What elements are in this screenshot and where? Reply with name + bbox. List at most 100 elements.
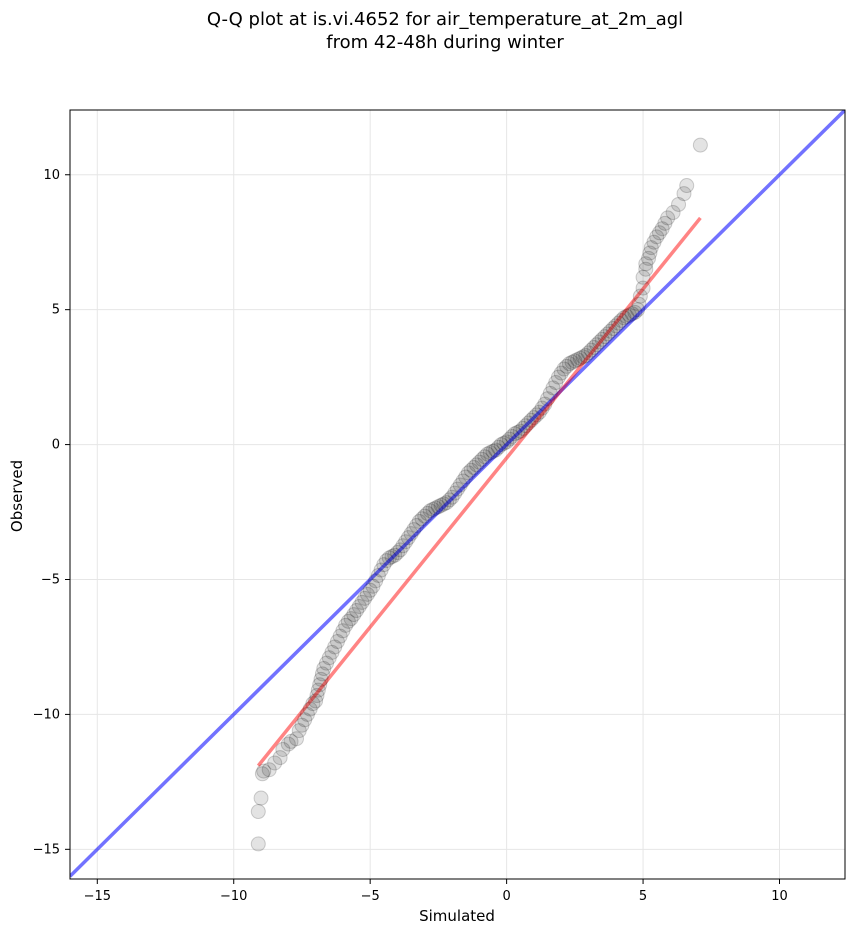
data-point (537, 396, 553, 412)
data-point (676, 186, 692, 202)
data-point (373, 562, 389, 578)
data-point (692, 137, 708, 153)
data-point (619, 308, 635, 324)
data-point (414, 511, 430, 527)
data-point (302, 701, 318, 717)
data-point (254, 766, 270, 782)
data-point (477, 449, 493, 465)
data-point (641, 250, 657, 266)
data-point (630, 302, 646, 318)
data-point (441, 492, 457, 508)
data-point (411, 513, 427, 529)
data-point (346, 607, 362, 623)
data-point (613, 312, 629, 328)
data-point (392, 542, 408, 558)
data-point (526, 410, 542, 426)
data-point (570, 352, 586, 368)
data-point (370, 567, 386, 583)
data-point (309, 688, 325, 704)
data-point (589, 337, 605, 353)
x-tick-label: −10 (220, 889, 247, 904)
data-point (602, 323, 618, 339)
grid-layer (70, 110, 845, 879)
data-point (572, 350, 588, 366)
data-point (381, 550, 397, 566)
chart-title-line-1: Q-Q plot at is.vi.4652 for air_temperatu… (207, 9, 683, 30)
data-point (368, 573, 384, 589)
data-point (343, 611, 359, 627)
data-point (542, 385, 558, 401)
data-point (501, 431, 517, 447)
data-point (297, 712, 313, 728)
data-point (657, 215, 673, 231)
data-point (357, 590, 373, 606)
data-point (436, 496, 452, 512)
data-point (635, 269, 651, 285)
data-point (480, 446, 496, 462)
data-point (321, 650, 337, 666)
data-point (389, 545, 405, 561)
data-point (430, 499, 446, 515)
y-axis-label: Observed (8, 460, 26, 532)
data-point (275, 741, 291, 757)
data-point (455, 473, 471, 489)
data-point (594, 331, 610, 347)
data-point (499, 434, 515, 450)
fit-line-overlay (256, 216, 702, 767)
data-point (605, 321, 621, 337)
data-point (515, 420, 531, 436)
data-point (638, 256, 654, 272)
data-point (627, 304, 643, 320)
identity-line-overlay (70, 110, 845, 878)
data-point (474, 451, 490, 467)
data-point (586, 339, 602, 355)
data-point (280, 736, 296, 752)
data-point (458, 469, 474, 485)
data-point (545, 380, 561, 396)
data-point (504, 428, 520, 444)
data-point (493, 437, 509, 453)
data-point (305, 696, 321, 712)
data-point (466, 460, 482, 476)
data-point (395, 538, 411, 554)
data-point (520, 415, 536, 431)
data-point (550, 369, 566, 385)
x-axis-label: Simulated (419, 907, 495, 925)
data-point (452, 477, 468, 493)
data-point (621, 307, 637, 323)
data-point (299, 706, 315, 722)
fit-line (256, 216, 702, 767)
data-point (642, 245, 658, 261)
data-point (559, 358, 575, 374)
y-tick-label: 10 (43, 168, 60, 183)
data-point (272, 750, 288, 766)
data-point (365, 578, 381, 594)
data-point (335, 623, 351, 639)
data-point (469, 457, 485, 473)
data-point (580, 345, 596, 361)
data-point (523, 412, 539, 428)
chart-title: Q-Q plot at is.vi.4652 for air_temperatu… (207, 9, 683, 53)
data-point (256, 763, 272, 779)
data-point (324, 644, 340, 660)
data-point (250, 836, 266, 852)
data-point (649, 229, 665, 245)
data-point (578, 348, 594, 364)
data-point (512, 423, 528, 439)
data-point (608, 318, 624, 334)
data-point (490, 439, 506, 455)
data-point (679, 178, 695, 194)
data-point (250, 804, 266, 820)
data-point (463, 462, 479, 478)
data-point (428, 500, 444, 516)
data-point (665, 205, 681, 221)
axes-layer: −15 −10 −5 0 5 10 −15 −10 −5 0 5 10 (33, 168, 788, 904)
data-point (253, 790, 269, 806)
data-point (482, 445, 498, 461)
data-point (400, 530, 416, 546)
data-point (460, 465, 476, 481)
data-point (354, 594, 370, 610)
data-point (288, 731, 304, 747)
data-point (671, 196, 687, 212)
